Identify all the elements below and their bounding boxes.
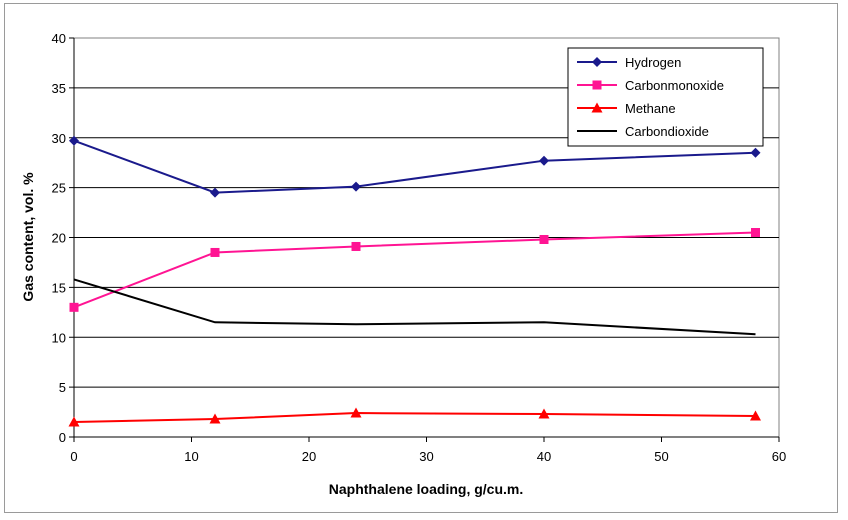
data-point-methane [538,408,550,419]
legend: Hydrogen Carbonmonoxide Methane Carbondioxi… [567,47,764,147]
x-tick-label: 20 [302,449,316,464]
data-point-hydrogen [351,181,361,192]
chart-frame: 0 5 10 15 20 25 30 35 40 0 10 20 30 40 50 60 Naphthalen… [4,3,838,513]
series-carbondioxide [73,278,756,336]
series-line-carbondioxide [73,278,756,336]
legend-marker-methane [591,102,603,113]
y-tick-label: 25 [52,181,66,196]
data-point-hydrogen [750,147,761,158]
y-tick-label: 5 [59,380,66,395]
legend-label-carbonmonoxide: Carbonmonoxide [625,78,724,93]
y-tick-label: 30 [52,131,66,146]
data-point-carbonmonoxide [69,302,79,312]
x-axis-title: Naphthalene loading, g/cu.m. [329,481,523,497]
y-axis-title: Gas content, vol. % [20,172,36,302]
y-tick-label: 20 [52,231,66,246]
series-group [68,135,761,427]
data-point-methane [209,413,221,424]
data-point-hydrogen [210,187,220,198]
y-tick-label: 10 [52,330,66,345]
data-point-hydrogen [539,155,549,166]
legend-marker-carbonmonoxide [592,80,602,90]
legend-box [567,47,764,147]
legend-label-methane: Methane [625,101,676,116]
y-tick-label: 40 [52,31,66,46]
data-point-carbonmonoxide [351,241,361,251]
data-point-carbonmonoxide [539,234,549,244]
x-tick-label: 10 [184,449,198,464]
data-point-carbonmonoxide [751,228,760,238]
data-point-methane [350,407,362,418]
x-tick-label: 30 [419,449,433,464]
x-tick-label: 40 [537,449,551,464]
x-tick-label: 60 [772,449,786,464]
legend-marker-hydrogen [592,57,602,67]
axes: 0 5 10 15 20 25 30 35 40 0 10 20 30 40 50 60 [52,31,787,464]
legend-label-hydrogen: Hydrogen [625,55,681,70]
legend-label-carbondioxide: Carbondioxide [625,124,709,139]
data-point-carbonmonoxide [210,247,220,257]
line-chart: 0 5 10 15 20 25 30 35 40 0 10 20 30 40 50 60 Naphthalen… [20,31,787,497]
y-tick-label: 15 [52,280,66,295]
series-methane [68,407,761,427]
series-carbonmonoxide [69,228,760,312]
x-tick-label: 0 [70,449,77,464]
y-tick-label: 0 [59,430,66,445]
y-tick-label: 35 [52,81,66,96]
x-tick-label: 50 [654,449,668,464]
data-point-hydrogen [69,135,79,146]
data-point-methane [750,410,761,421]
series-hydrogen [69,135,761,198]
data-point-methane [68,416,80,427]
